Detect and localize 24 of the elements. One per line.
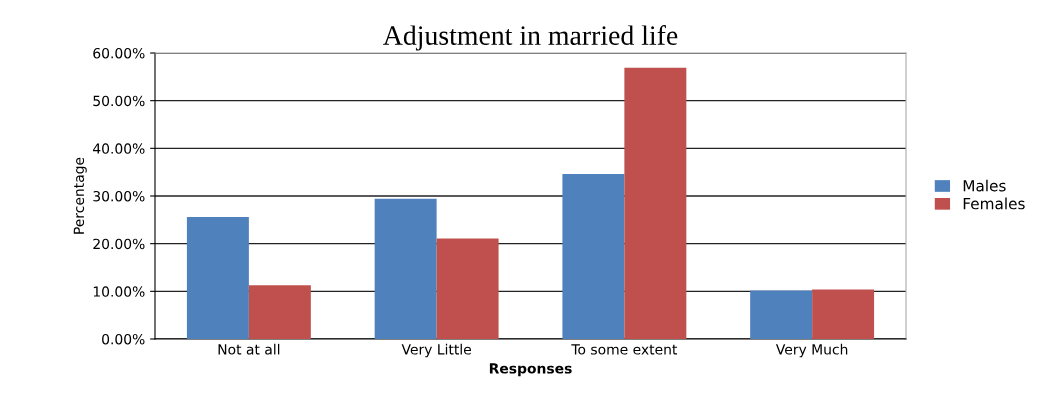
y-tick-label: 20.00% xyxy=(93,238,145,250)
x-tick-label: Very Little xyxy=(401,343,471,358)
bar xyxy=(812,289,875,339)
bar xyxy=(374,198,437,339)
y-tick-label: 30.00% xyxy=(93,190,145,202)
x-tick-label: Not at all xyxy=(218,343,280,355)
y-axis-title: Percentage xyxy=(73,157,87,234)
bar xyxy=(248,285,311,339)
y-tick-label: 50.00% xyxy=(93,95,145,107)
chart-title: Adjustment in married life xyxy=(383,25,678,51)
y-tick-label: 60.00% xyxy=(93,47,145,59)
x-tick-label: To some extent xyxy=(571,344,678,355)
y-tick-label: 0.00% xyxy=(102,333,145,345)
bar xyxy=(624,67,687,339)
x-axis-title: Responses xyxy=(489,363,572,377)
bar xyxy=(436,238,499,339)
bar xyxy=(562,174,625,339)
y-tick-label: 10.00% xyxy=(93,286,145,297)
bar xyxy=(750,290,813,339)
legend-label: Males xyxy=(963,179,1006,192)
legend-label: Females xyxy=(963,197,1025,210)
y-tick-label: 40.00% xyxy=(93,143,145,154)
x-tick-label: Very Much xyxy=(775,343,848,358)
bar xyxy=(186,216,249,339)
